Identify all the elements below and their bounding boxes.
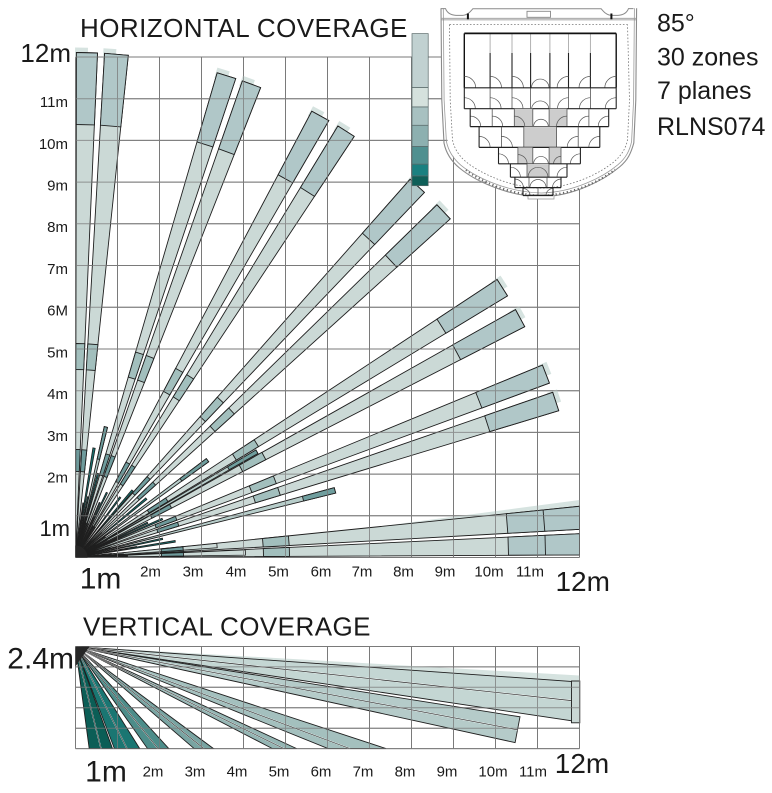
svg-text:2m: 2m bbox=[140, 563, 161, 580]
svg-text:2m: 2m bbox=[47, 469, 68, 486]
svg-text:11m: 11m bbox=[40, 94, 68, 111]
svg-text:11m: 11m bbox=[516, 563, 544, 580]
svg-text:6m: 6m bbox=[311, 763, 332, 780]
svg-text:3m: 3m bbox=[183, 563, 204, 580]
svg-text:9m: 9m bbox=[437, 763, 458, 780]
svg-text:7m: 7m bbox=[352, 563, 373, 580]
svg-text:12m: 12m bbox=[555, 566, 609, 597]
svg-text:1m: 1m bbox=[80, 563, 122, 596]
svg-text:5m: 5m bbox=[269, 763, 290, 780]
svg-text:VERTICAL COVERAGE: VERTICAL COVERAGE bbox=[83, 612, 371, 642]
svg-text:2m: 2m bbox=[143, 763, 164, 780]
svg-text:9m: 9m bbox=[435, 563, 456, 580]
svg-text:8m: 8m bbox=[395, 763, 416, 780]
svg-text:11m: 11m bbox=[519, 763, 547, 780]
svg-text:RLNS074: RLNS074 bbox=[657, 113, 765, 141]
svg-text:10m: 10m bbox=[478, 763, 507, 780]
svg-text:HORIZONTAL COVERAGE: HORIZONTAL COVERAGE bbox=[80, 13, 408, 43]
svg-text:10m: 10m bbox=[474, 563, 503, 580]
svg-text:1m: 1m bbox=[39, 516, 70, 541]
svg-text:5m: 5m bbox=[47, 344, 68, 361]
svg-text:3m: 3m bbox=[47, 428, 68, 445]
svg-text:2.4m: 2.4m bbox=[7, 643, 74, 676]
svg-text:4m: 4m bbox=[226, 563, 247, 580]
svg-text:7 planes: 7 planes bbox=[657, 77, 752, 105]
svg-text:8m: 8m bbox=[47, 219, 68, 236]
svg-text:85°: 85° bbox=[657, 9, 695, 37]
svg-text:6m: 6m bbox=[311, 563, 332, 580]
svg-text:5m: 5m bbox=[268, 563, 289, 580]
svg-text:7m: 7m bbox=[47, 261, 68, 278]
svg-text:12m: 12m bbox=[20, 38, 71, 68]
svg-text:12m: 12m bbox=[555, 748, 609, 779]
svg-text:10m: 10m bbox=[39, 136, 68, 153]
svg-text:8m: 8m bbox=[393, 563, 414, 580]
svg-text:3m: 3m bbox=[185, 763, 206, 780]
svg-text:7m: 7m bbox=[353, 763, 374, 780]
svg-text:30 zones: 30 zones bbox=[657, 44, 758, 72]
svg-text:4m: 4m bbox=[47, 386, 68, 403]
svg-text:9m: 9m bbox=[47, 178, 68, 195]
svg-text:1m: 1m bbox=[85, 756, 127, 789]
svg-text:6M: 6M bbox=[47, 303, 68, 320]
svg-text:4m: 4m bbox=[227, 763, 248, 780]
